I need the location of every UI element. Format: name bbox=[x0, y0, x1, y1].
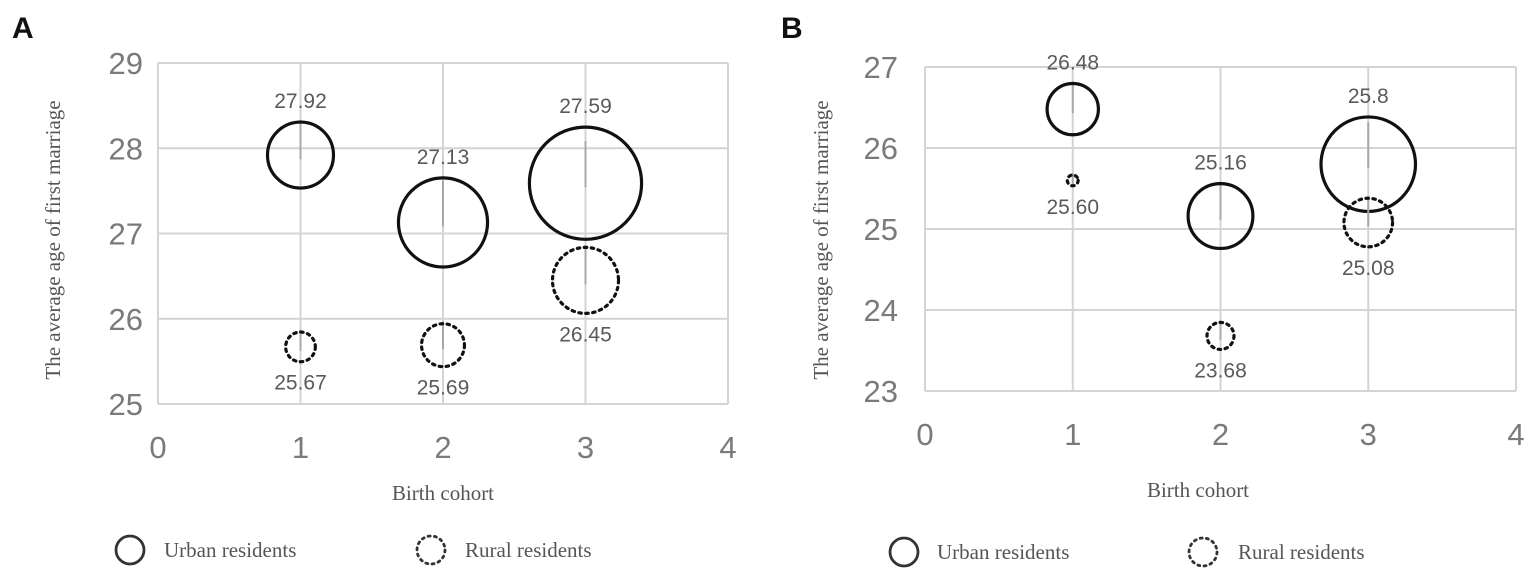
data-label: 27.13 bbox=[417, 146, 470, 169]
y-tick-label: 25 bbox=[109, 387, 143, 422]
x-tick-label: 0 bbox=[916, 417, 933, 452]
x-tick-label: 1 bbox=[292, 430, 309, 465]
rural-bubble bbox=[284, 330, 317, 364]
urban-bubble bbox=[396, 176, 490, 269]
legend-urban-label: Urban residents bbox=[937, 540, 1069, 564]
y-tick-label: 26 bbox=[109, 302, 143, 337]
data-label: 25.16 bbox=[1194, 152, 1247, 175]
data-label: 25.67 bbox=[274, 372, 327, 395]
data-label: 27.59 bbox=[559, 95, 612, 118]
x-tick-label: 0 bbox=[149, 430, 166, 465]
x-axis-label: Birth cohort bbox=[1147, 478, 1249, 502]
data-label: 26.45 bbox=[559, 323, 612, 346]
legend-urban-icon bbox=[888, 536, 920, 568]
y-tick-label: 24 bbox=[864, 293, 898, 328]
urban-bubble bbox=[527, 125, 644, 241]
data-label: 25.08 bbox=[1342, 257, 1395, 280]
y-tick-label: 27 bbox=[109, 217, 143, 252]
urban-bubble bbox=[1045, 81, 1100, 137]
y-tick-label: 29 bbox=[109, 46, 143, 81]
data-label: 25.69 bbox=[417, 377, 470, 400]
urban-bubble bbox=[1186, 182, 1255, 251]
legend-rural-icon bbox=[415, 534, 447, 566]
rural-bubble bbox=[550, 245, 621, 315]
data-label: 25.60 bbox=[1046, 196, 1099, 219]
rural-bubble bbox=[1065, 173, 1080, 188]
y-tick-label: 27 bbox=[864, 50, 898, 85]
data-label: 26.48 bbox=[1046, 51, 1099, 74]
y-tick-label: 28 bbox=[109, 131, 143, 166]
panel-letter: A bbox=[12, 12, 34, 45]
data-label: 27.92 bbox=[274, 90, 327, 113]
y-axis-label: The average age of first marriage bbox=[809, 100, 833, 379]
data-label: 23.68 bbox=[1194, 359, 1247, 382]
x-tick-label: 4 bbox=[719, 430, 736, 465]
x-tick-label: 1 bbox=[1064, 417, 1081, 452]
x-tick-label: 3 bbox=[1360, 417, 1377, 452]
data-label: 25.8 bbox=[1348, 85, 1389, 108]
x-tick-label: 2 bbox=[434, 430, 451, 465]
legend-rural-label: Rural residents bbox=[465, 538, 592, 562]
panel-letter: B bbox=[781, 12, 803, 45]
urban-bubble bbox=[265, 120, 336, 190]
rural-bubble bbox=[419, 322, 467, 369]
x-tick-label: 2 bbox=[1212, 417, 1229, 452]
y-tick-label: 26 bbox=[864, 131, 898, 166]
legend-rural-icon bbox=[1187, 536, 1219, 568]
legend-urban-icon bbox=[114, 534, 146, 566]
y-tick-label: 25 bbox=[864, 212, 898, 247]
legend-rural-label: Rural residents bbox=[1238, 540, 1365, 564]
x-axis-label: Birth cohort bbox=[392, 481, 494, 505]
x-tick-label: 4 bbox=[1507, 417, 1524, 452]
x-tick-label: 3 bbox=[577, 430, 594, 465]
rural-bubble bbox=[1342, 196, 1395, 249]
legend-urban-label: Urban residents bbox=[164, 538, 296, 562]
y-tick-label: 23 bbox=[864, 374, 898, 409]
rural-bubble bbox=[1205, 320, 1236, 352]
y-axis-label: The average age of first marriage bbox=[41, 100, 65, 379]
